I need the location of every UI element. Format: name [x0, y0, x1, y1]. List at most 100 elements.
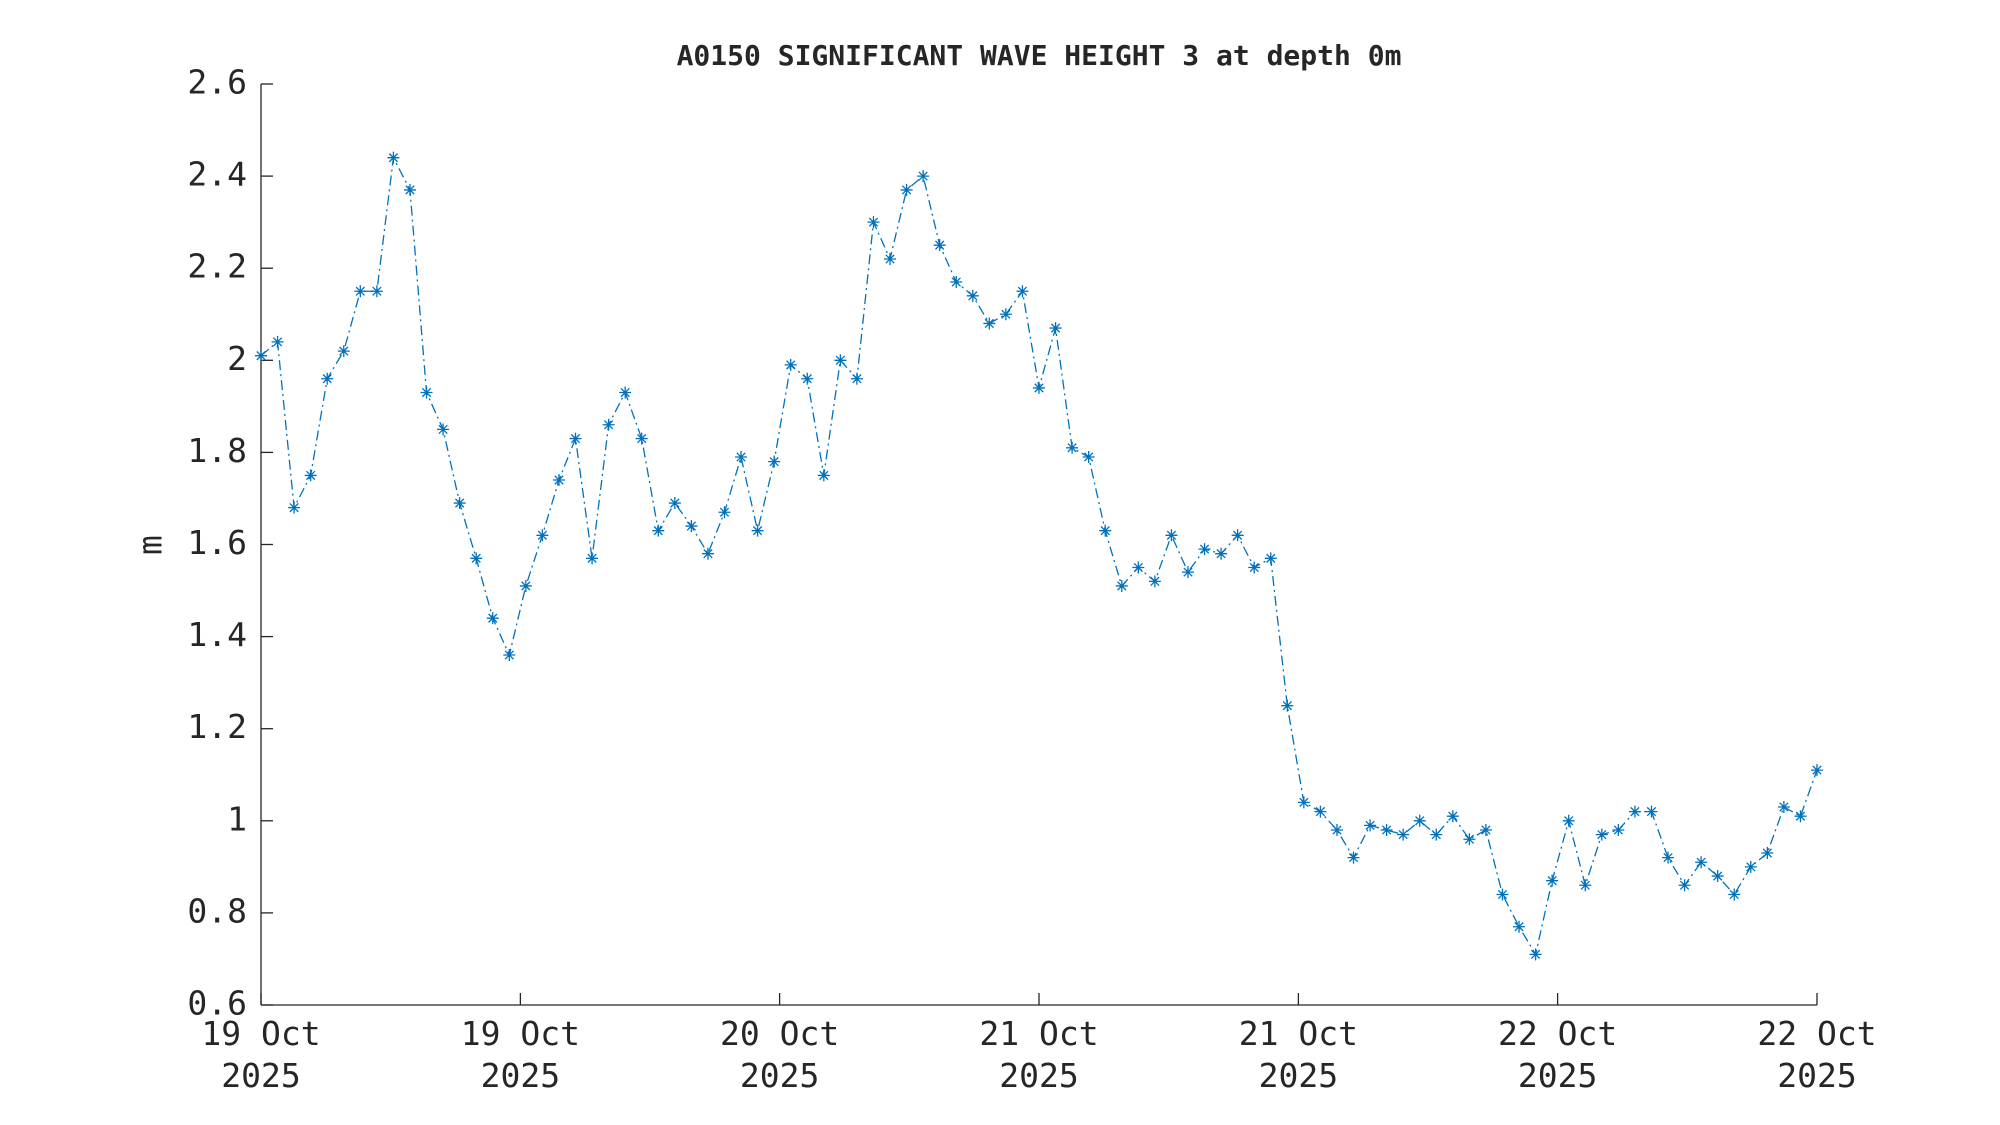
data-point	[735, 451, 748, 464]
data-point	[486, 612, 499, 625]
data-point	[900, 183, 913, 196]
data-point	[1347, 851, 1360, 864]
data-point	[966, 289, 979, 302]
data-point	[834, 354, 847, 367]
data-point	[1728, 888, 1741, 901]
data-point	[1297, 796, 1310, 809]
data-point	[1033, 381, 1045, 394]
data-point	[1529, 948, 1542, 961]
data-point	[1198, 543, 1211, 556]
y-tick-label: 1.2	[187, 707, 247, 746]
data-point	[1165, 529, 1178, 542]
data-point	[1777, 800, 1790, 813]
data-point	[1380, 824, 1393, 837]
data-point	[255, 349, 267, 362]
data-point	[1281, 699, 1294, 712]
data-point	[337, 345, 350, 358]
data-point	[652, 524, 665, 537]
data-point	[1744, 860, 1757, 873]
y-tick-label: 2.6	[187, 63, 247, 102]
data-point	[1364, 819, 1377, 832]
data-point	[519, 579, 532, 592]
data-point	[602, 418, 615, 431]
data-line	[260, 155, 1818, 957]
data-point	[1049, 322, 1062, 335]
x-tick-label: 20 Oct 2025	[720, 1014, 840, 1095]
data-point	[586, 552, 599, 565]
data-point	[983, 317, 996, 330]
data-point	[1132, 561, 1145, 574]
data-point	[437, 423, 450, 436]
data-point	[569, 432, 582, 445]
data-point	[1066, 441, 1079, 454]
y-tick-label: 2.2	[187, 247, 247, 286]
data-point	[685, 520, 698, 533]
data-point	[1181, 566, 1194, 579]
y-tick-label: 1.8	[187, 431, 247, 470]
data-point	[536, 529, 549, 542]
data-point	[1811, 764, 1823, 777]
x-tick-label: 19 Oct 2025	[201, 1014, 321, 1095]
data-point	[1446, 810, 1459, 823]
data-point	[271, 335, 284, 348]
x-tick-label: 22 Oct 2025	[1498, 1014, 1618, 1095]
data-point	[552, 474, 565, 487]
data-point	[1595, 828, 1608, 841]
y-axis-label: m	[131, 535, 170, 555]
data-point	[1562, 814, 1575, 827]
data-point	[1579, 879, 1592, 892]
data-point	[867, 216, 880, 229]
data-point	[1099, 524, 1112, 537]
data-point	[288, 501, 301, 514]
data-point	[1314, 805, 1327, 818]
data-point	[1645, 805, 1658, 818]
data-point	[354, 285, 367, 298]
data-point	[1496, 888, 1509, 901]
data-point	[387, 151, 400, 164]
data-point	[1231, 529, 1244, 542]
chart-title: A0150 SIGNIFICANT WAVE HEIGHT 3 at depth…	[677, 39, 1402, 72]
data-point	[1794, 810, 1807, 823]
data-point	[1711, 870, 1724, 883]
data-point	[470, 552, 483, 565]
data-point	[1397, 828, 1410, 841]
data-point	[321, 372, 334, 385]
data-point	[950, 276, 963, 289]
y-tick-label: 1.6	[187, 523, 247, 562]
data-point	[1546, 874, 1559, 887]
data-point	[403, 183, 416, 196]
data-point	[619, 386, 632, 399]
y-tick-label: 1	[227, 799, 247, 838]
data-point	[751, 524, 764, 537]
data-point	[668, 497, 681, 510]
data-point	[304, 469, 317, 482]
data-point	[1148, 575, 1161, 588]
data-point	[1463, 833, 1476, 846]
data-point	[1662, 851, 1675, 864]
data-point	[1330, 824, 1343, 837]
y-tick-label: 0.8	[187, 891, 247, 930]
data-point	[370, 285, 383, 298]
data-point	[1479, 824, 1492, 837]
data-point	[1082, 451, 1095, 464]
x-tick-label: 21 Oct 2025	[979, 1014, 1099, 1095]
data-point	[1115, 579, 1128, 592]
data-point	[1215, 547, 1228, 560]
data-point	[884, 252, 897, 265]
data-point	[718, 506, 731, 519]
data-point	[1761, 847, 1774, 860]
y-tick-label: 2	[227, 339, 247, 378]
y-tick-label: 0.6	[187, 984, 247, 1023]
data-point	[503, 649, 516, 662]
x-tick-label: 21 Oct 2025	[1238, 1014, 1358, 1095]
data-point	[1264, 552, 1277, 565]
data-point	[635, 432, 648, 445]
data-point	[1248, 561, 1261, 574]
data-point	[1612, 824, 1625, 837]
data-point	[999, 308, 1012, 321]
data-point	[784, 358, 797, 371]
y-tick-label: 2.4	[187, 155, 247, 194]
data-point	[850, 372, 863, 385]
